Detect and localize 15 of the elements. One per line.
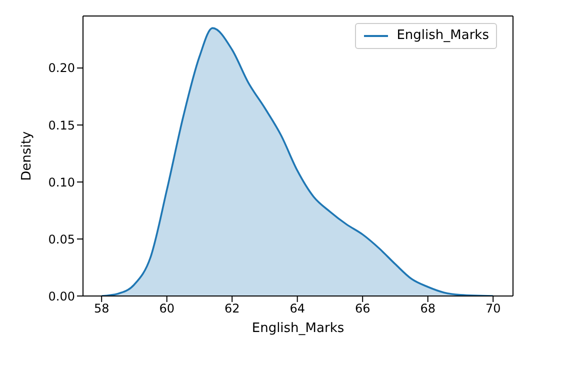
- x-axis-title: English_Marks: [252, 321, 344, 336]
- x-tick-label: 70: [485, 302, 501, 316]
- x-tick-label: 58: [94, 302, 110, 316]
- x-tick-label: 68: [420, 302, 436, 316]
- y-tick-label: 0.20: [48, 61, 75, 76]
- x-tick-label: 62: [224, 302, 240, 316]
- x-tick-label: 66: [354, 302, 370, 316]
- y-tick-label: 0.00: [48, 289, 75, 304]
- y-tick-label: 0.15: [48, 118, 75, 132]
- y-tick-label: 0.10: [48, 175, 75, 190]
- y-tick-label: 0.05: [48, 232, 75, 246]
- y-axis-title: Density: [20, 130, 35, 181]
- legend-label: English_Marks: [396, 27, 489, 45]
- x-tick-label: 60: [159, 302, 174, 316]
- x-tick-label: 64: [290, 302, 305, 316]
